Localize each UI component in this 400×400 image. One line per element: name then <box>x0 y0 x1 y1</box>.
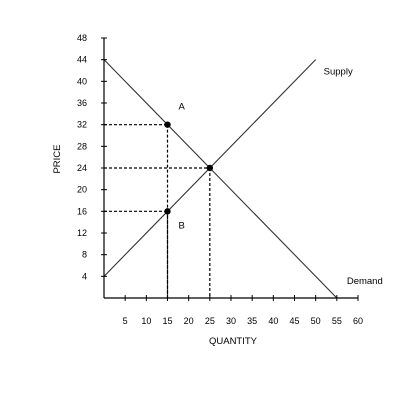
y-tick-label: 48 <box>77 33 87 43</box>
y-tick-label: 44 <box>77 55 87 65</box>
x-tick-label: 15 <box>162 316 172 326</box>
y-tick-label: 16 <box>77 206 87 216</box>
x-tick-label: 30 <box>226 316 236 326</box>
point-b <box>164 208 171 215</box>
x-tick-label: 50 <box>311 316 321 326</box>
guide-lines-layer <box>104 124 211 298</box>
x-tick-label: 40 <box>268 316 278 326</box>
y-tick-label: 12 <box>77 228 87 238</box>
curves-layer: Supply Demand <box>103 59 383 299</box>
supply-label: Supply <box>324 67 353 78</box>
point-label-a: A <box>179 102 186 113</box>
x-tick-label: 35 <box>247 316 257 326</box>
y-axis-title: PRICE <box>52 144 63 173</box>
x-tick-label: 45 <box>289 316 299 326</box>
point-a <box>164 121 171 128</box>
equilibrium-point <box>206 164 214 172</box>
x-tick-label: 10 <box>141 316 151 326</box>
y-tick-label: 28 <box>77 141 87 151</box>
x-tick-label: 60 <box>353 316 363 326</box>
x-axis-title: QUANTITY <box>209 336 258 347</box>
x-tick-label: 5 <box>123 316 128 326</box>
demand-curve <box>103 59 338 299</box>
x-tick-label: 55 <box>332 316 342 326</box>
point-label-b: B <box>179 220 185 231</box>
y-tick-label: 40 <box>77 76 87 86</box>
y-tick-label: 32 <box>77 120 87 130</box>
demand-label: Demand <box>347 276 383 287</box>
x-tick-label: 20 <box>184 316 194 326</box>
points-layer: AB <box>164 102 214 231</box>
y-tick-label: 4 <box>82 271 87 281</box>
y-tick-label: 20 <box>77 185 87 195</box>
y-tick-label: 24 <box>77 163 87 173</box>
y-tick-label: 8 <box>82 250 87 260</box>
x-tick-label: 25 <box>205 316 215 326</box>
y-tick-label: 36 <box>77 98 87 108</box>
